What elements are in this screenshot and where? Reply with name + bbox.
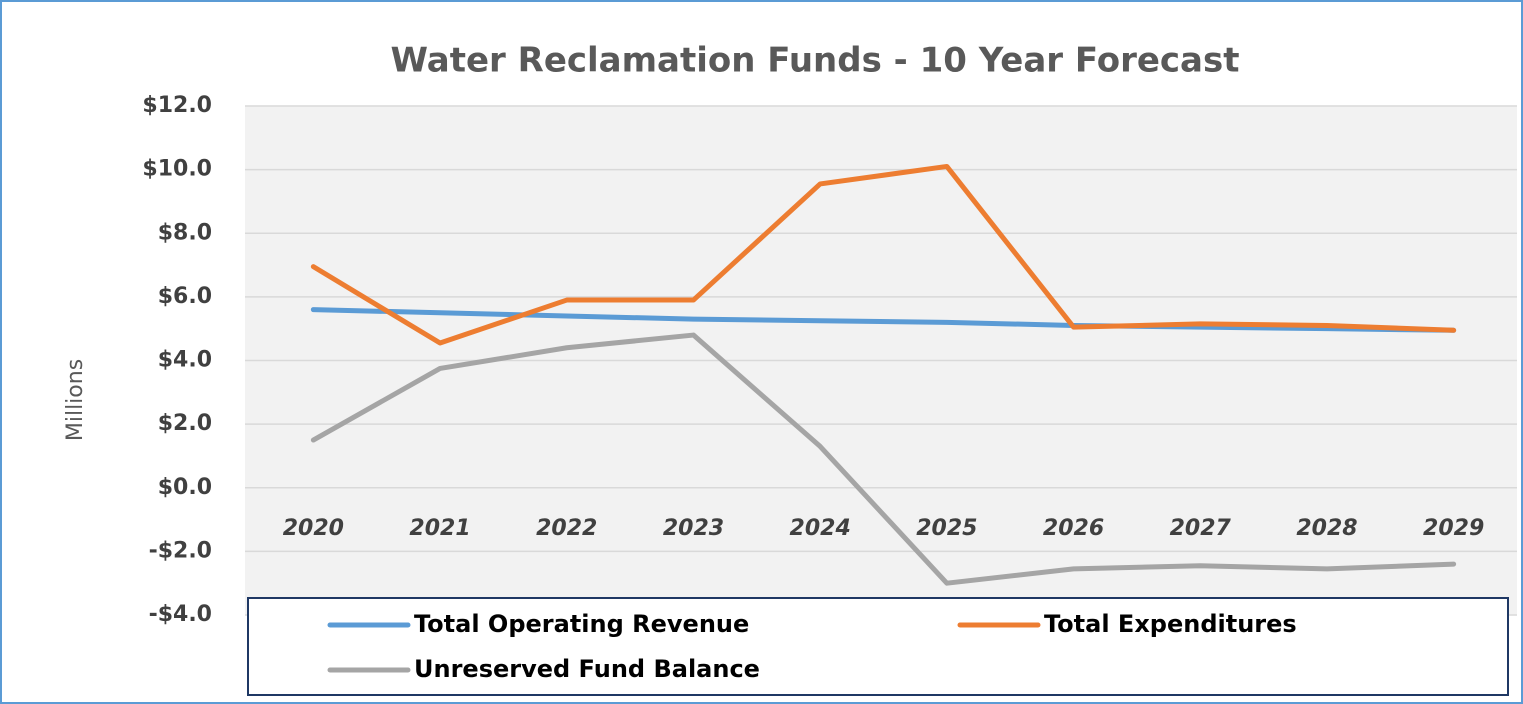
x-tick-label: 2021 <box>409 516 470 541</box>
y-tick-label: $2.0 <box>158 411 212 436</box>
x-tick-label: 2020 <box>283 516 344 541</box>
x-tick-label: 2022 <box>536 516 597 541</box>
y-tick-label: $10.0 <box>142 157 212 182</box>
y-tick-label: $8.0 <box>158 220 212 245</box>
legend-label: Total Expenditures <box>1044 610 1297 638</box>
legend-label: Total Operating Revenue <box>414 610 749 638</box>
series-line <box>310 332 1457 586</box>
x-tick-label: 2023 <box>663 516 724 541</box>
x-tick-label: 2026 <box>1043 516 1104 541</box>
legend-box <box>247 597 1509 696</box>
legend-label: Unreserved Fund Balance <box>414 655 760 683</box>
y-tick-label: $0.0 <box>158 475 212 500</box>
x-tick-label: 2027 <box>1170 516 1232 541</box>
x-tick-label: 2029 <box>1423 516 1484 541</box>
series-line <box>310 163 1457 346</box>
y-tick-label: $12.0 <box>142 93 212 118</box>
y-tick-label: -$4.0 <box>149 602 212 627</box>
x-tick-label: 2024 <box>790 516 851 541</box>
y-tick-label: -$2.0 <box>149 538 212 563</box>
y-tick-label: $6.0 <box>158 284 212 309</box>
x-tick-label: 2025 <box>916 516 977 541</box>
x-tick-label: 2028 <box>1296 516 1357 541</box>
chart-title: Water Reclamation Funds - 10 Year Foreca… <box>390 41 1239 81</box>
series-line <box>310 307 1457 333</box>
y-tick-label: $4.0 <box>158 348 212 373</box>
y-axis-label: Millions <box>63 359 88 441</box>
